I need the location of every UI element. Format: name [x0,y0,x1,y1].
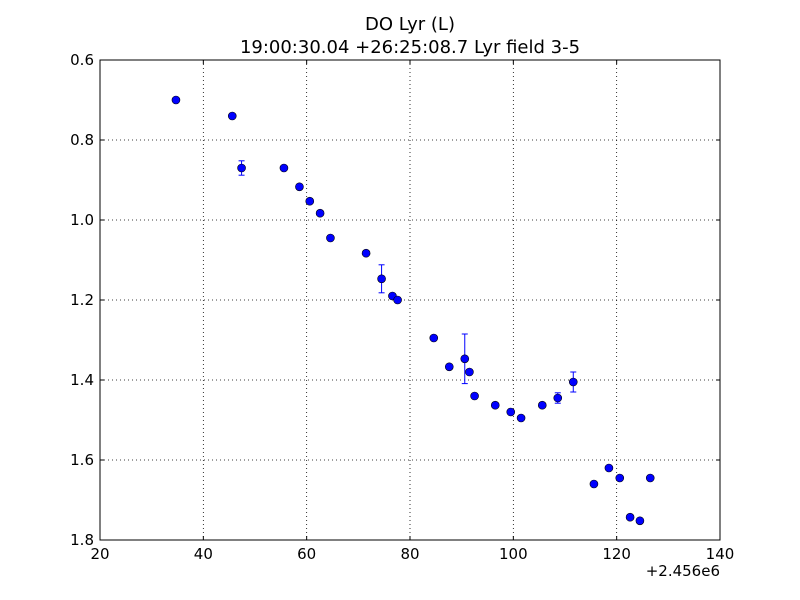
chart-subtitle: 19:00:30.04 +26:25:08.7 Lyr field 3-5 [240,37,580,58]
data-point [444,362,454,372]
x-tick-label: 80 [400,545,419,563]
data-point [227,111,237,121]
data-point [305,196,315,206]
data-point [429,333,439,343]
axis-ticks [99,59,721,541]
data-point [465,367,474,377]
data-point [361,248,371,258]
data-point [470,391,479,401]
data-point [506,407,516,417]
data-point [625,512,635,522]
data-point [537,400,547,410]
chart-title: DO Lyr (L) [365,14,455,35]
y-tick-label: 0.8 [70,131,94,149]
data-point [615,473,625,483]
y-tick-label: 0.6 [70,51,94,69]
data-point [315,208,325,218]
x-axis-tick-labels: 20 40 60 80 100 120 140 [90,545,734,563]
data-point [645,473,655,483]
x-tick-label: 60 [297,545,316,563]
data-point [237,163,246,173]
y-axis-tick-labels: 0.6 0.8 1.0 1.2 1.4 1.6 1.8 [70,51,94,549]
x-tick-label: 120 [602,545,631,563]
x-axis-offset-label: +2.456e6 [646,562,720,580]
data-point [568,377,578,387]
data-point [377,274,386,284]
data-point [279,163,289,173]
grid-lines [100,60,720,540]
data-point [604,463,614,473]
y-tick-label: 1.8 [70,531,94,549]
data-point [635,516,645,526]
data-point [553,393,563,403]
y-tick-label: 1.4 [70,371,94,389]
data-point [516,413,526,423]
x-tick-label: 40 [194,545,213,563]
x-tick-label: 140 [706,545,735,563]
data-point [326,233,335,243]
data-point [171,95,181,105]
x-tick-label: 100 [499,545,528,563]
data-points [171,95,655,526]
data-point [393,295,402,305]
x-tick-label: 20 [90,545,109,563]
data-point [460,354,470,364]
data-point [589,479,599,489]
y-tick-label: 1.6 [70,451,94,469]
y-tick-label: 1.0 [70,211,94,229]
y-tick-label: 1.2 [70,291,94,309]
data-point [490,400,500,410]
data-point [295,182,304,192]
